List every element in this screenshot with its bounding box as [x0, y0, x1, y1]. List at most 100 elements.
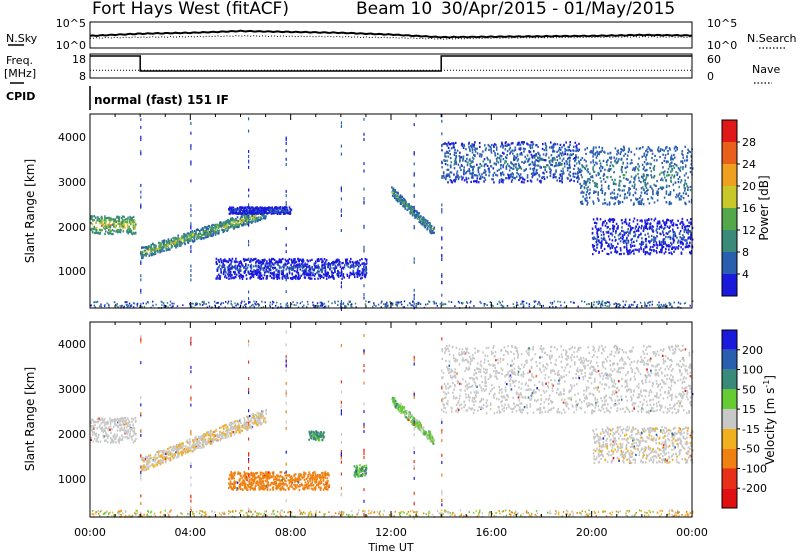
rti-cell	[580, 158, 582, 161]
rti-ground-cell	[249, 305, 251, 308]
rti-cell	[297, 258, 300, 261]
rti-ground-cell	[296, 301, 298, 304]
rti-cell	[284, 207, 286, 210]
rti-cell	[215, 277, 218, 280]
rti-cell	[630, 246, 632, 249]
rti-cell	[593, 248, 596, 251]
rti-cell	[223, 230, 226, 233]
rti-cell	[566, 166, 569, 169]
rti-cell	[666, 174, 668, 177]
rti-cell	[533, 150, 535, 153]
rti-ground-cell	[152, 304, 154, 307]
rti-cell	[252, 273, 255, 276]
rti-cell	[232, 270, 235, 273]
rti-cell	[365, 266, 367, 269]
rti-ground-cell	[668, 301, 670, 304]
rti-cell	[474, 154, 476, 157]
rti-ground-cell	[492, 305, 494, 307]
rti-cell	[104, 219, 107, 222]
rti-cell	[115, 220, 118, 223]
rti-cell	[262, 262, 264, 265]
rti-cell	[466, 153, 468, 156]
rti-cell	[619, 247, 622, 250]
rti-cell	[206, 227, 209, 230]
rti-cell	[626, 238, 628, 241]
rti-cell	[228, 207, 230, 210]
rti-ground-cell	[500, 304, 502, 306]
rti-ground-cell	[513, 306, 515, 308]
rti-cell	[677, 178, 680, 181]
rti-cell	[256, 260, 258, 263]
rti-cell	[298, 274, 300, 277]
rti-cell	[450, 166, 452, 169]
rti-cell	[576, 144, 578, 147]
rti-cell	[633, 167, 635, 170]
rti-cell	[668, 203, 671, 206]
rti-cell	[317, 273, 320, 276]
rti-cell	[411, 214, 414, 217]
rti-ground-cell	[342, 303, 344, 305]
rti-cell	[256, 220, 259, 223]
rti-cell	[349, 266, 351, 269]
rti-cell	[177, 234, 179, 237]
rti-cell	[213, 230, 215, 233]
rti-noise-cell	[190, 246, 192, 250]
rti-cell	[689, 185, 692, 189]
rti-cell	[600, 227, 602, 230]
rti-cell	[553, 156, 556, 159]
rti-cell	[677, 219, 679, 222]
rti-cell	[566, 162, 568, 166]
rti-cell	[183, 241, 186, 244]
rti-ground-cell	[317, 305, 319, 307]
rti-cell	[461, 145, 464, 148]
rti-ground-cell	[489, 301, 491, 303]
rti-cell	[447, 151, 450, 154]
rti-cell	[239, 269, 241, 273]
rti-cell	[642, 180, 645, 183]
rti-cell	[611, 191, 614, 194]
rti-cell	[397, 192, 399, 195]
rti-ground-cell	[483, 302, 485, 305]
rti-cell	[520, 181, 523, 184]
rti-cell	[263, 206, 266, 210]
rti-cell	[511, 142, 514, 145]
rti-noise-cell	[140, 205, 142, 208]
rti-ground-cell	[128, 302, 131, 305]
rti-cell	[511, 149, 514, 152]
rti-cell	[365, 262, 368, 265]
rti-cell	[597, 193, 599, 196]
rti-cell	[98, 228, 101, 231]
rti-cell	[363, 275, 366, 278]
rti-cell	[103, 219, 105, 222]
rti-cell	[513, 156, 515, 159]
rti-cell	[626, 247, 628, 250]
rti-cell	[321, 266, 323, 269]
rti-ground-cell	[643, 304, 646, 307]
rti-cell	[569, 179, 571, 182]
rti-cell	[281, 277, 284, 280]
rti-cell	[674, 145, 677, 148]
rti-cell	[614, 247, 616, 250]
rti-cell	[471, 148, 474, 151]
nsky-series	[89, 29, 693, 39]
rti-noise-cell	[248, 239, 250, 243]
rti-cell	[447, 141, 450, 144]
rti-cell	[193, 239, 196, 242]
rti-cell	[346, 274, 349, 277]
rti-cell	[633, 217, 636, 220]
rti-cell	[655, 229, 658, 232]
rti-cell	[297, 273, 300, 276]
rti-cell	[625, 177, 628, 181]
rti-cell	[516, 159, 519, 162]
rti-cell	[481, 173, 483, 176]
rti-ground-cell	[537, 303, 539, 306]
rti-cell	[488, 145, 491, 148]
rti-cell	[572, 149, 574, 152]
rti-cell	[499, 172, 502, 175]
rti-cell	[534, 162, 536, 165]
rti-cell	[414, 215, 417, 218]
rti-ground-cell	[115, 303, 117, 306]
rti-cell	[252, 211, 254, 214]
rti-ground-cell	[133, 302, 136, 305]
rti-ground-cell	[383, 303, 385, 305]
